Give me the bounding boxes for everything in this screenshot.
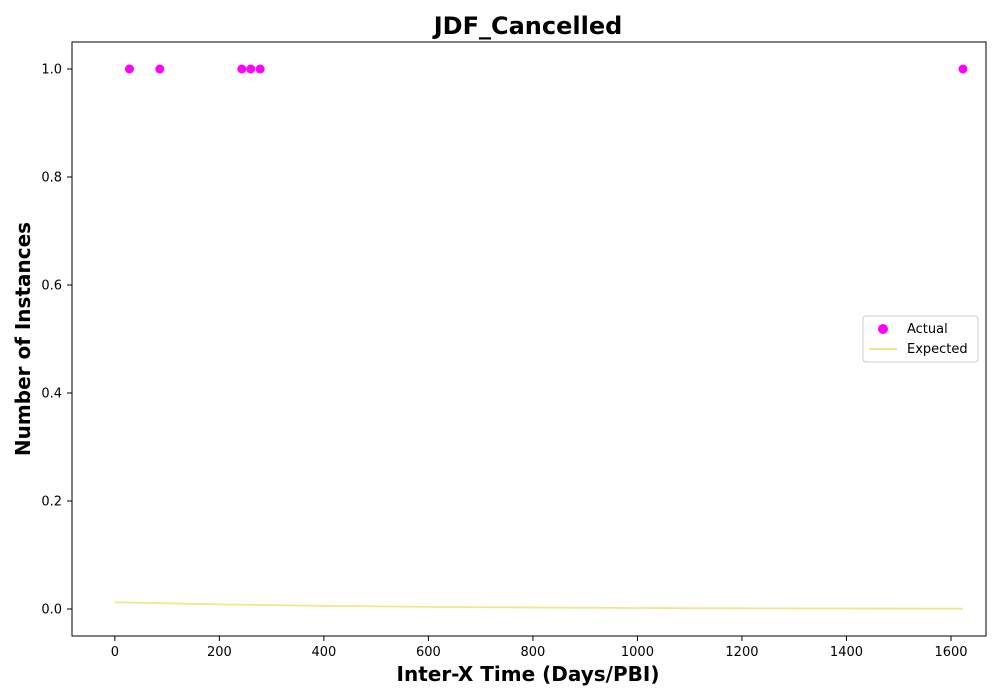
actual-point [958, 64, 968, 74]
x-tick-label: 1200 [725, 645, 758, 660]
y-axis-label: Number of Instances [11, 222, 35, 456]
x-tick-label: 200 [207, 645, 232, 660]
y-tick-label: 0.6 [41, 279, 62, 294]
actual-point [237, 64, 247, 74]
x-tick-label: 600 [416, 645, 441, 660]
actual-point [255, 64, 265, 74]
series-layer [114, 64, 968, 610]
legend-box [862, 315, 979, 363]
actual-point [124, 64, 134, 74]
y-tick-label: 0.8 [41, 171, 62, 186]
plot-frame [71, 41, 987, 637]
legend-expected-label: Expected [907, 342, 968, 357]
x-tick-label: 1000 [621, 645, 654, 660]
y-tick-label: 0.2 [41, 495, 62, 510]
x-tick-label: 1400 [830, 645, 863, 660]
x-axis-label: Inter-X Time (Days/PBI) [397, 662, 660, 686]
legend-actual-marker [878, 324, 888, 334]
legend-actual-label: Actual [907, 322, 948, 337]
chart-title: JDF_Cancelled [432, 12, 623, 40]
y-tick-label: 1.0 [41, 63, 62, 78]
x-tick-label: 0 [111, 645, 119, 660]
y-tick-label: 0.4 [41, 387, 62, 402]
x-axis-ticks: 0 200 400 600 800 1000 1200 1400 1600 [111, 636, 968, 660]
x-tick-label: 400 [311, 645, 336, 660]
x-tick-label: 1600 [934, 645, 967, 660]
y-axis-ticks: 0.0 0.2 0.4 0.6 0.8 1.0 [41, 63, 72, 618]
actual-point [155, 64, 165, 74]
y-tick-label: 0.0 [41, 603, 62, 618]
legend: Actual Expected [862, 315, 979, 363]
actual-point [246, 64, 256, 74]
expected-line [114, 601, 964, 610]
x-tick-label: 800 [521, 645, 546, 660]
